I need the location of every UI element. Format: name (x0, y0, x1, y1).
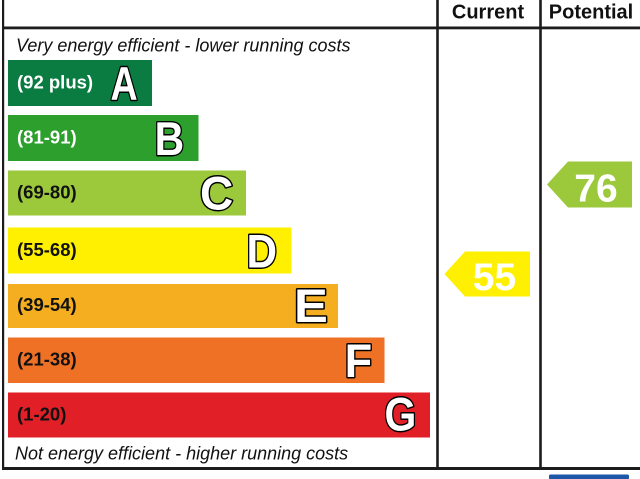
svg-text:Potential: Potential (549, 2, 633, 24)
svg-text:D: D (246, 227, 277, 279)
svg-text:(81-91): (81-91) (17, 127, 77, 148)
svg-text:(21-38): (21-38) (17, 349, 77, 370)
svg-text:A: A (111, 58, 138, 111)
svg-text:Very energy efficient - lower: Very energy efficient - lower running co… (16, 36, 351, 56)
svg-text:C: C (200, 167, 233, 220)
svg-text:(39-54): (39-54) (17, 294, 77, 315)
svg-text:Current: Current (452, 2, 525, 24)
svg-text:F: F (345, 334, 373, 387)
svg-text:76: 76 (574, 168, 617, 211)
svg-text:55: 55 (473, 256, 516, 299)
svg-text:(92 plus): (92 plus) (17, 72, 93, 93)
svg-text:E: E (294, 281, 328, 333)
svg-text:B: B (155, 113, 185, 165)
svg-text:Not energy efficient - higher: Not energy efficient - higher running co… (15, 444, 348, 464)
svg-text:(1-20): (1-20) (17, 404, 66, 425)
svg-text:G: G (384, 389, 416, 441)
svg-text:(55-68): (55-68) (17, 239, 77, 260)
svg-text:(69-80): (69-80) (17, 182, 77, 203)
